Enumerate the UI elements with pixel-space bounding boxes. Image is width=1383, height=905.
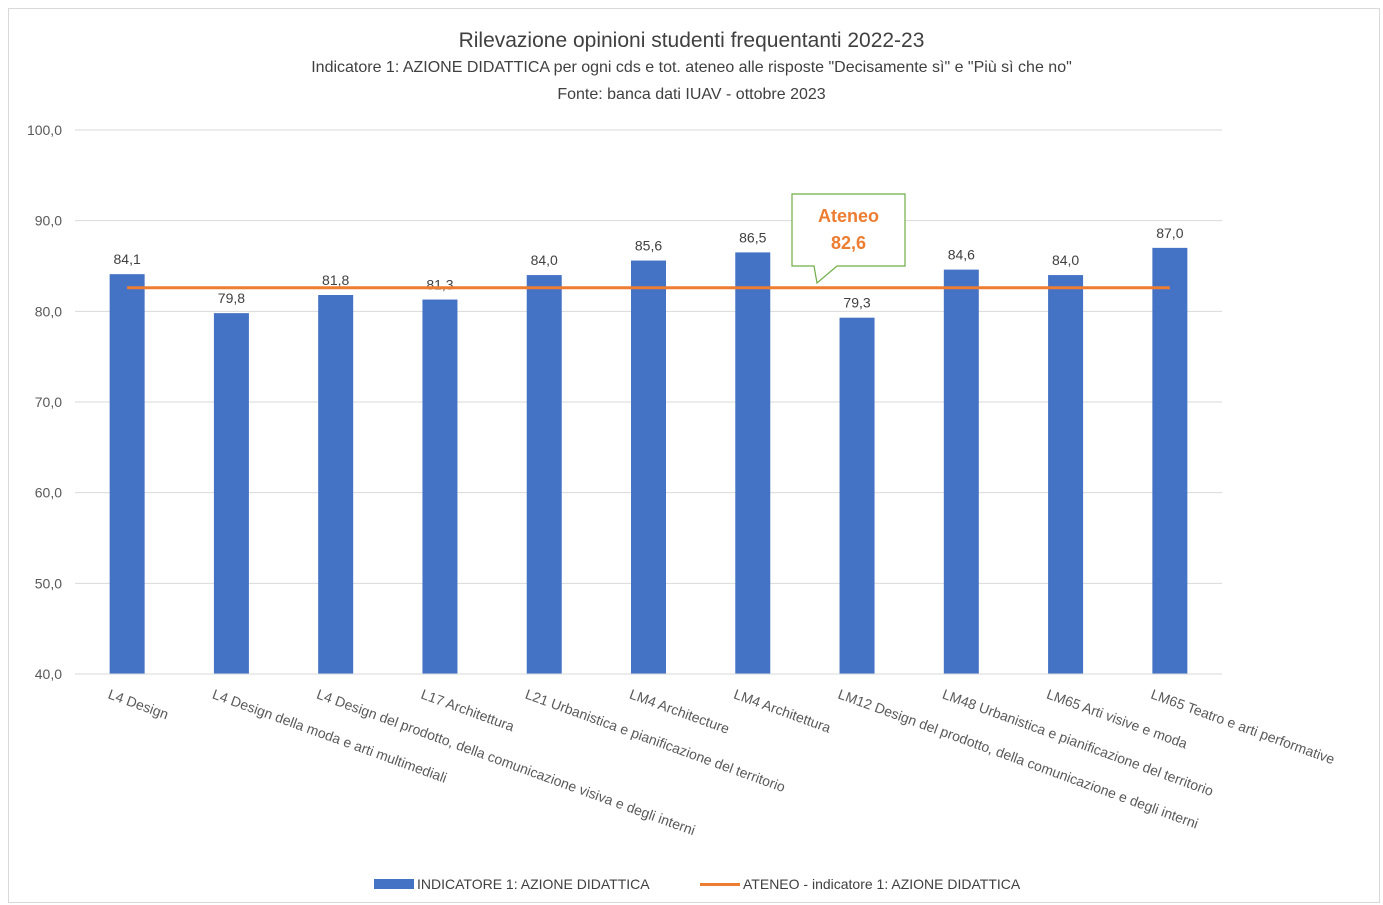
annotation-label: Ateneo — [818, 206, 879, 226]
bar — [109, 274, 145, 674]
legend-item-ateneo: ATENEO - indicatore 1: AZIONE DIDATTICA — [700, 876, 1020, 892]
y-tick-label: 70,0 — [35, 394, 62, 410]
bar — [1048, 275, 1084, 674]
legend-label-ateneo: ATENEO - indicatore 1: AZIONE DIDATTICA — [743, 876, 1021, 892]
bar — [943, 269, 979, 674]
y-tick-label: 60,0 — [35, 485, 62, 501]
x-tick-label: L4 Design — [106, 686, 171, 723]
x-tick-label: LM65 Teatro e arti performative — [1149, 686, 1337, 768]
chart-source: Fonte: banca dati IUAV - ottobre 2023 — [557, 86, 826, 103]
y-tick-label: 50,0 — [35, 575, 62, 591]
data-label: 85,6 — [635, 238, 662, 254]
data-label: 84,0 — [531, 252, 558, 268]
y-tick-label: 90,0 — [35, 213, 62, 229]
y-tick-label: 80,0 — [35, 303, 62, 319]
bar — [1152, 247, 1188, 674]
legend-item-indicatore: INDICATORE 1: AZIONE DIDATTICA — [374, 876, 650, 892]
data-label: 84,1 — [114, 251, 141, 267]
data-label: 86,5 — [739, 229, 766, 245]
bar — [735, 252, 771, 674]
x-tick-label: L4 Design del prodotto, della comunicazi… — [315, 686, 698, 838]
annotation-value: 82,6 — [831, 233, 866, 253]
legend-label-indicatore: INDICATORE 1: AZIONE DIDATTICA — [417, 876, 650, 892]
data-label: 81,3 — [426, 277, 453, 293]
legend: INDICATORE 1: AZIONE DIDATTICA ATENEO - … — [0, 876, 1383, 896]
bar — [422, 299, 458, 674]
annotation-callout — [791, 193, 906, 285]
y-tick-label: 40,0 — [35, 666, 62, 682]
bar — [526, 275, 562, 674]
bar — [631, 260, 666, 674]
data-label: 84,0 — [1052, 252, 1079, 268]
data-label: 79,8 — [218, 290, 245, 306]
bar — [839, 317, 875, 674]
data-label: 84,6 — [948, 247, 975, 263]
chart-title: Rilevazione opinioni studenti frequentan… — [458, 29, 925, 52]
bar — [318, 295, 354, 674]
chart-subtitle: Indicatore 1: AZIONE DIDATTICA per ogni … — [311, 59, 1072, 76]
data-label: 79,3 — [843, 295, 870, 311]
legend-swatch-line — [700, 882, 740, 886]
legend-swatch-bar — [374, 879, 414, 889]
data-label: 87,0 — [1156, 225, 1183, 241]
y-tick-label: 100,0 — [27, 122, 62, 138]
bar — [213, 313, 249, 674]
data-label: 81,8 — [322, 272, 349, 288]
x-tick-label: LM4 Architettura — [732, 686, 833, 736]
